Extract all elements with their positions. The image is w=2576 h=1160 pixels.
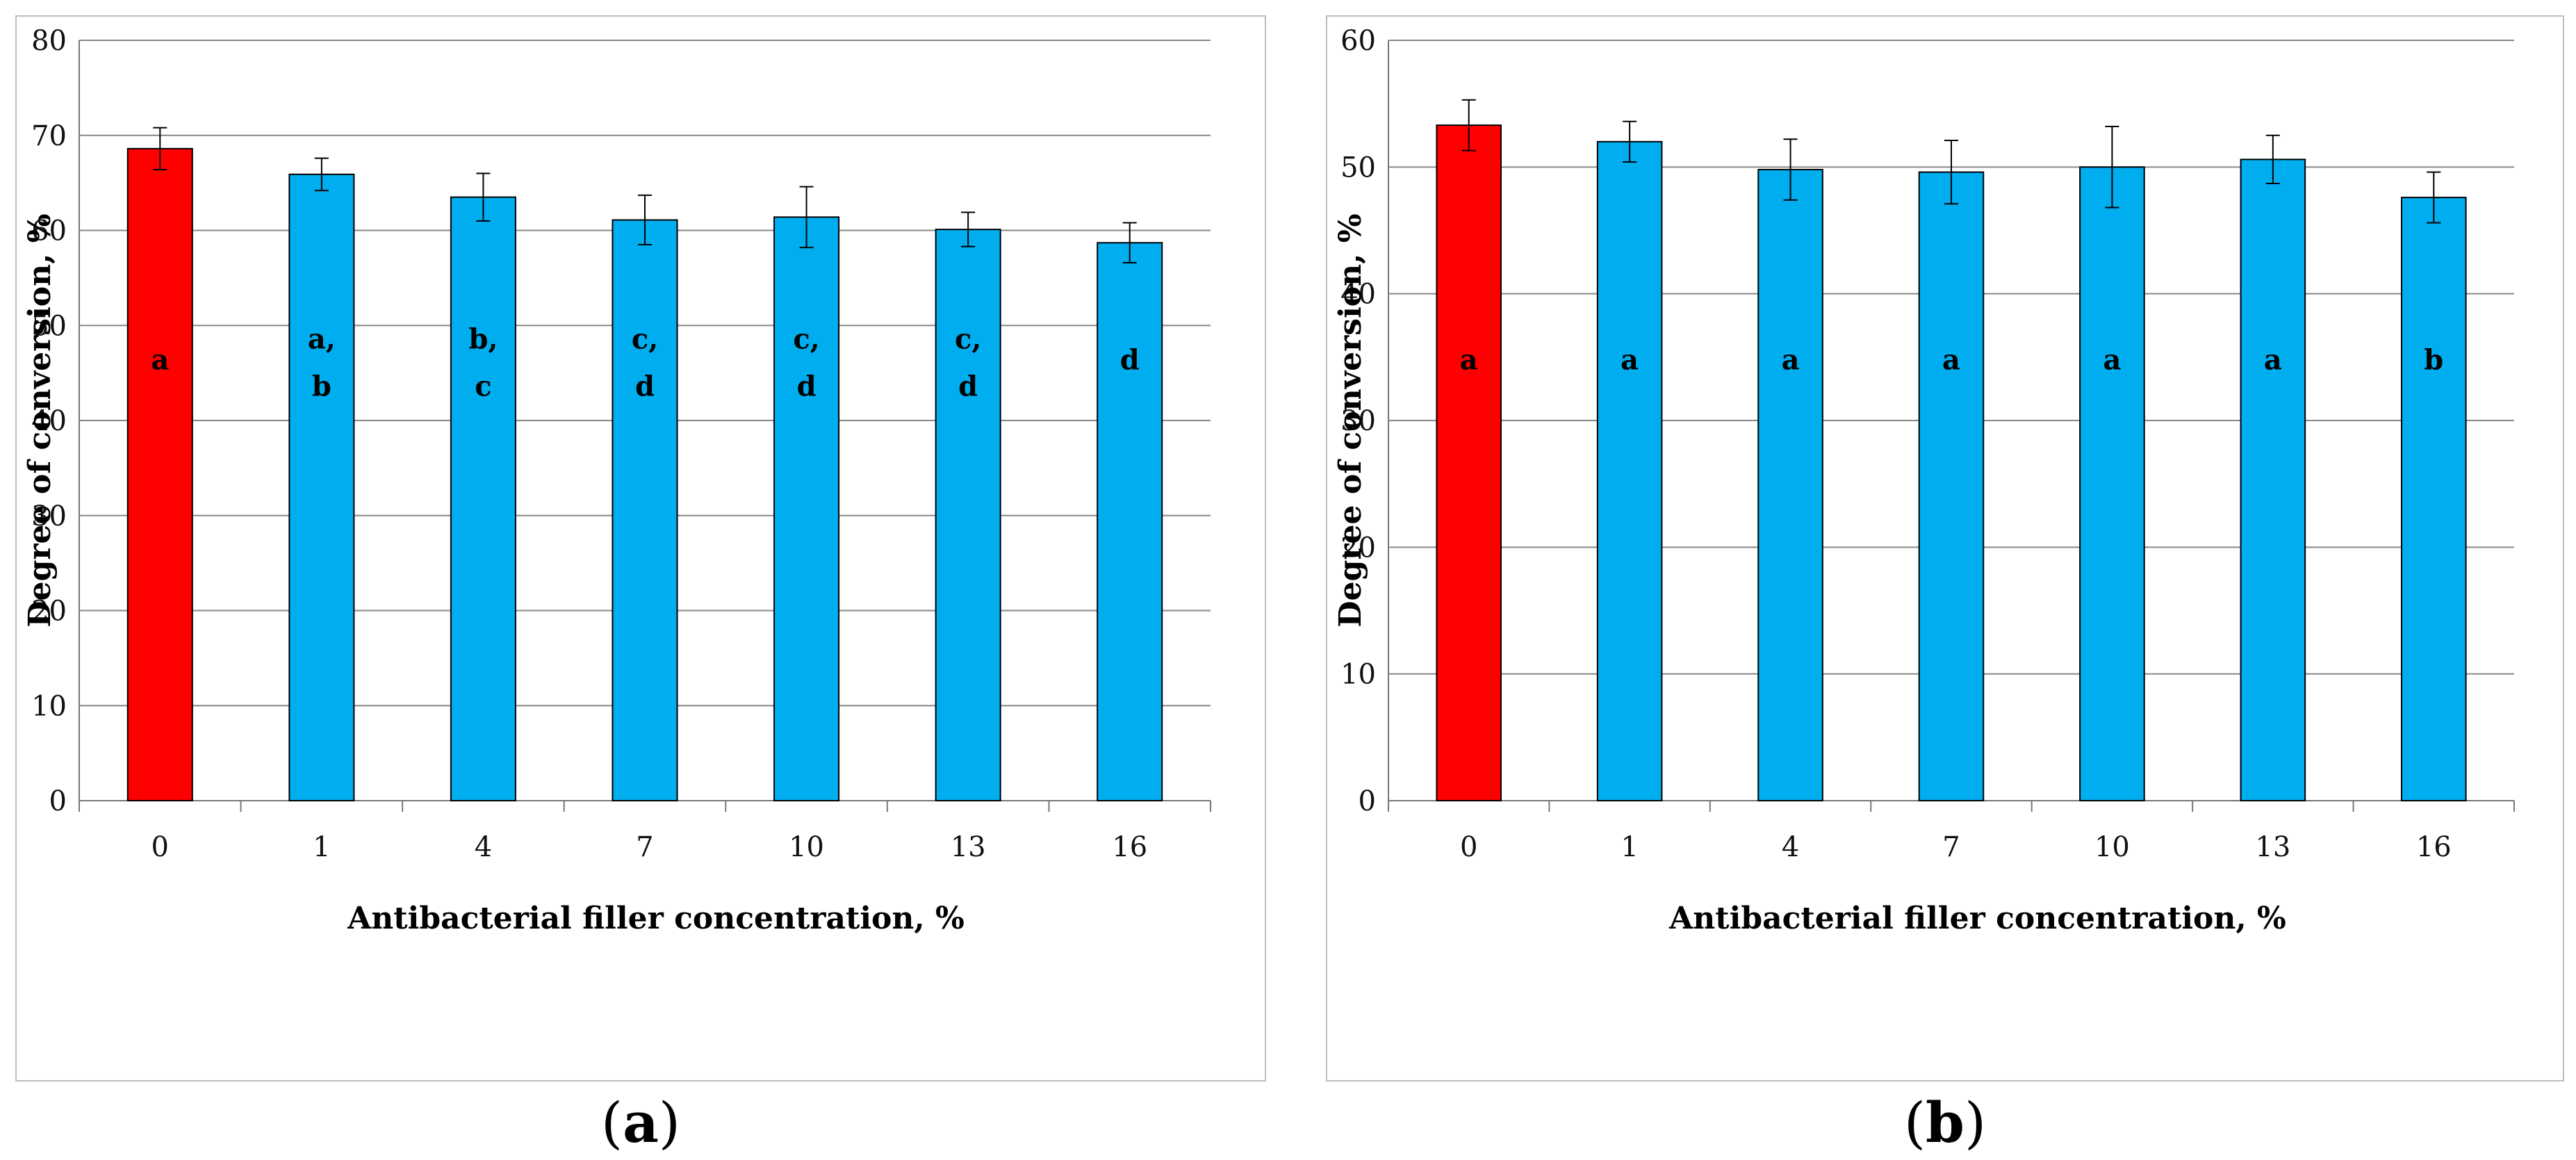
significance-label-a: d: [958, 370, 978, 402]
error-bars-b: [1461, 99, 2441, 224]
x-axis-title-a: Antibacterial filler concentration, %: [347, 901, 965, 936]
bar-b-10: [2079, 166, 2145, 802]
x-tick-label-b: 7: [1942, 831, 1960, 863]
y-tick-label-a: 80: [31, 25, 67, 57]
significance-label-a: d: [635, 370, 655, 402]
x-tick-labels-b: 0 1 4 7 10 13 16: [1460, 831, 2452, 863]
y-tick-labels-b: 0 10 20 30 40 50 60: [1340, 25, 1376, 817]
y-tick-label-b: 60: [1340, 25, 1376, 57]
significance-label-a: c,: [793, 322, 819, 355]
y-tick-label-a: 60: [31, 215, 67, 247]
chart-panel-a: 0 10 20 30 40 50 60 70 80 a a, b b, c c, d c, d c, d d 0 1 4 7 10…: [15, 15, 1266, 1081]
y-tick-label-b: 10: [1340, 659, 1376, 691]
caption-b-letter: b: [1926, 1090, 1964, 1155]
bar-b-7: [1918, 171, 1985, 802]
x-tick-label-b: 10: [2094, 831, 2130, 863]
x-tick-label-b: 4: [1782, 831, 1799, 863]
bar-b-13: [2240, 158, 2306, 802]
y-axis-title-a: Degree of conversion, %: [22, 213, 58, 627]
y-tick-label-a: 40: [31, 405, 67, 437]
y-tick-label-b: 40: [1340, 279, 1376, 311]
x-tick-labels-a: 0 1 4 7 10 13 16: [151, 831, 1148, 863]
significance-label-a: a,: [308, 322, 336, 355]
significance-label-b: b: [2424, 343, 2443, 376]
y-tick-label-b: 0: [1359, 785, 1376, 817]
x-tick-label-a: 7: [636, 831, 653, 863]
chart-a-svg: 0 10 20 30 40 50 60 70 80 a a, b b, c c, d c, d c, d d 0 1 4 7 10…: [22, 25, 1211, 936]
y-tick-label-a: 70: [31, 120, 67, 152]
bar-a-13: [935, 229, 1001, 801]
significance-label-a: a: [151, 343, 169, 376]
significance-label-b: a: [1942, 343, 1960, 376]
significance-label-a: c,: [632, 322, 658, 355]
significance-label-a: b: [312, 370, 331, 402]
x-tick-label-b: 1: [1621, 831, 1638, 863]
bars-a: [126, 147, 1163, 802]
bar-a-16: [1097, 242, 1163, 801]
significance-label-b: a: [1621, 343, 1639, 376]
y-tick-label-b: 30: [1340, 405, 1376, 437]
x-tick-label-a: 0: [151, 831, 169, 863]
x-tick-label-a: 13: [951, 831, 986, 863]
caption-a: (a): [600, 1090, 681, 1155]
bar-b-16: [2401, 197, 2467, 801]
significance-label-b: a: [1460, 343, 1478, 376]
x-tick-label-a: 16: [1112, 831, 1147, 863]
x-tick-marks-a: [79, 801, 1211, 812]
bars-b: [1436, 124, 2467, 802]
x-tick-label-b: 13: [2255, 831, 2290, 863]
x-tick-marks-b: [1388, 801, 2515, 812]
significance-label-b: a: [2103, 343, 2121, 376]
bar-b-0: [1436, 124, 1502, 801]
y-tick-label-b: 20: [1340, 532, 1376, 564]
chart-b-svg: 0 10 20 30 40 50 60 a a a a a a b 0 1 4 7 10 13 16 Antibacter…: [1333, 25, 2515, 936]
x-tick-label-b: 16: [2416, 831, 2452, 863]
bar-a-1: [288, 173, 355, 801]
significance-label-a: c: [475, 370, 491, 402]
y-tick-label-a: 0: [49, 785, 67, 817]
bar-b-1: [1596, 140, 1663, 802]
significance-labels-a: a a, b b, c c, d c, d c, d d: [151, 322, 1139, 402]
caption-a-letter: a: [623, 1090, 659, 1155]
bar-b-4: [1757, 168, 1823, 802]
significance-label-a: b,: [468, 322, 498, 355]
y-tick-label-a: 10: [31, 690, 67, 722]
bar-a-7: [612, 219, 678, 801]
y-tick-label-a: 20: [31, 596, 67, 628]
significance-label-b: a: [1782, 343, 1800, 376]
x-tick-label-a: 1: [313, 831, 330, 863]
bar-a-10: [773, 216, 840, 802]
significance-label-a: c,: [955, 322, 981, 355]
x-tick-label-b: 0: [1460, 831, 1477, 863]
caption-b: (b): [1903, 1090, 1987, 1155]
y-tick-label-a: 30: [31, 500, 67, 532]
chart-panel-b: 0 10 20 30 40 50 60 a a a a a a b 0 1 4 7 10 13 16 Antibacter…: [1326, 15, 2564, 1081]
bar-a-0: [126, 147, 193, 801]
significance-label-a: d: [797, 370, 817, 402]
x-tick-label-a: 10: [789, 831, 824, 863]
bar-a-4: [450, 196, 516, 801]
error-bars-a: [153, 126, 1137, 263]
significance-label-b: a: [2264, 343, 2282, 376]
y-tick-label-b: 50: [1340, 152, 1376, 183]
y-axis-title-b: Degree of conversion, %: [1333, 213, 1368, 627]
x-axis-title-b: Antibacterial filler concentration, %: [1668, 901, 2286, 936]
y-tick-labels-a: 0 10 20 30 40 50 60 70 80: [31, 25, 67, 817]
x-tick-label-a: 4: [475, 831, 492, 863]
y-tick-label-a: 50: [31, 310, 67, 342]
significance-label-a: d: [1120, 343, 1140, 376]
